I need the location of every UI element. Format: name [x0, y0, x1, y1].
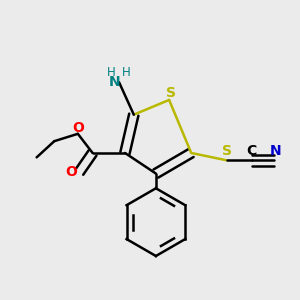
Text: N: N [109, 75, 121, 89]
Text: S: S [222, 145, 232, 158]
Text: S: S [166, 85, 176, 100]
Text: C: C [247, 145, 257, 158]
Text: H: H [107, 66, 116, 80]
Text: H: H [122, 66, 131, 80]
Text: N: N [269, 145, 281, 158]
Text: O: O [65, 165, 77, 179]
Text: O: O [72, 121, 84, 135]
